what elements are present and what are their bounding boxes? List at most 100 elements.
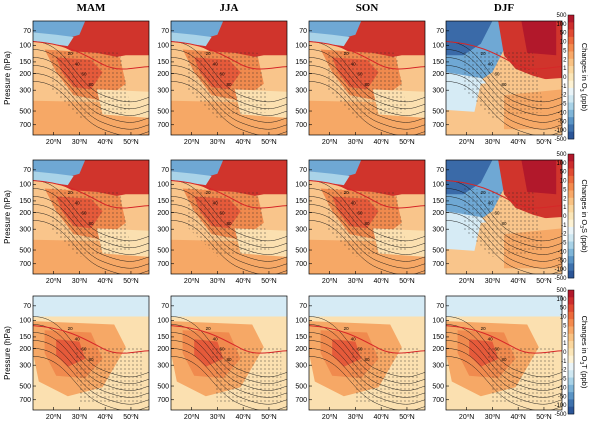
y-tick-label: 100 [432, 182, 444, 189]
x-tick-label: 30oN [348, 138, 363, 147]
colorbar-swatch [568, 355, 574, 364]
contour-label: 80 [88, 221, 94, 226]
contour-line [446, 332, 562, 391]
y-tick-label: 300 [432, 226, 444, 233]
significance-stipple [50, 49, 132, 118]
significance-stipple [188, 188, 270, 257]
y-tick-label: 700 [295, 397, 307, 404]
contour-line [171, 81, 287, 135]
contour-label: 80 [226, 357, 232, 362]
y-tick-label: 200 [295, 210, 307, 217]
colorbar-tick-label: 0 [563, 75, 567, 81]
significance-stipple [486, 347, 557, 405]
colorbar-row3: 50010050105210-1-2-5-10-50-100-500Change… [554, 288, 589, 418]
tropopause-line [33, 180, 149, 209]
colorbar-swatch [568, 212, 574, 220]
colorbar-tick-label: 10 [560, 40, 567, 46]
colorbar-swatch [568, 304, 574, 313]
colorbar-swatch [568, 270, 574, 279]
contour-lines [171, 180, 287, 274]
contour-line [446, 196, 562, 255]
contour-label: 80 [501, 221, 507, 226]
y-tick-label: 500 [19, 383, 31, 390]
colorbar-tick-label: 50 [560, 306, 567, 312]
x-tick-label: 40oN [510, 138, 525, 147]
contour-label: 20 [206, 51, 212, 56]
y-tick-label: 200 [432, 71, 444, 78]
colorbar-tick-label: -100 [554, 267, 567, 273]
contour-line [446, 49, 562, 109]
y-tick-label: 70 [299, 303, 307, 310]
colorbar-swatch [568, 406, 574, 415]
y-tick-label: 700 [19, 397, 31, 404]
contour-label: 60 [220, 211, 226, 216]
y-tick-label: 150 [19, 198, 31, 205]
colorbar-swatch [568, 297, 574, 305]
djf-dark-blue [446, 160, 493, 195]
colorbar-swatch [568, 51, 574, 60]
contour-line [309, 356, 425, 410]
y-tick-label: 700 [19, 122, 31, 129]
colorbar-tick-label: 500 [556, 288, 567, 294]
colorbar-swatch [568, 131, 574, 140]
contour-label: 40 [75, 61, 81, 66]
x-tick-label: 30oN [348, 277, 363, 286]
y-tick-label: 100 [295, 318, 307, 325]
contour-lines [171, 316, 287, 410]
contour-line [446, 340, 562, 398]
x-tick-label: 50oN [123, 138, 138, 147]
colorbar-swatch [568, 168, 574, 177]
colorbar-swatch [568, 311, 574, 320]
y-tick-label: 100 [432, 43, 444, 50]
djf-dark-blue [446, 21, 493, 56]
significance-stipple [326, 49, 408, 118]
colorbar-swatch [568, 58, 574, 67]
x-tick-label: 40oN [97, 413, 112, 422]
colorbar-swatch [568, 377, 574, 386]
contour-line [171, 196, 287, 255]
colorbar-tick-label: -2 [561, 232, 567, 238]
colorbar-swatch [568, 226, 574, 235]
tropopause-line [309, 180, 425, 209]
colorbar-swatch [568, 154, 574, 162]
x-tick-label: 40oN [235, 413, 250, 422]
contour-line [446, 73, 562, 130]
contour-line [33, 180, 149, 242]
contour-line [171, 204, 287, 262]
colorbar-label: Changes in O3S (ppb) [578, 179, 589, 253]
x-tick-label: 30oN [72, 277, 87, 286]
y-tick-label: 150 [295, 198, 307, 205]
y-tick-label: 500 [295, 383, 307, 390]
colorbar-swatch [568, 319, 574, 327]
y-tick-label: 100 [157, 43, 169, 50]
y-tick-label: 150 [295, 59, 307, 66]
panel-frame [170, 295, 288, 411]
contour-label: 60 [358, 211, 364, 216]
y-tick-label: 70 [436, 303, 444, 310]
x-tick-label: 40oN [373, 413, 388, 422]
colorbar-tick-label: -10 [558, 110, 567, 116]
contour-label: 40 [488, 336, 494, 341]
contour-line [309, 65, 425, 123]
colorbar-swatch [568, 219, 574, 228]
x-tick-label: 30oN [72, 138, 87, 147]
contour-line [309, 340, 425, 398]
contour-line [171, 324, 287, 384]
season-title-son: SON [356, 2, 379, 14]
contour-line [446, 41, 562, 103]
y-tick-label: 500 [19, 247, 31, 254]
season-title-djf: DJF [494, 2, 514, 14]
x-tick-label: 50oN [261, 138, 276, 147]
colorbar-tick-label: 100 [556, 297, 567, 303]
colorbar-row1: 50010050105210-1-2-5-10-50-100-500Change… [554, 13, 589, 143]
contour-line [309, 57, 425, 116]
contour-label: 40 [213, 61, 219, 66]
y-tick-label: 300 [432, 362, 444, 369]
contour-line [446, 81, 562, 135]
contour-line [446, 65, 562, 123]
contour-line [171, 188, 287, 248]
